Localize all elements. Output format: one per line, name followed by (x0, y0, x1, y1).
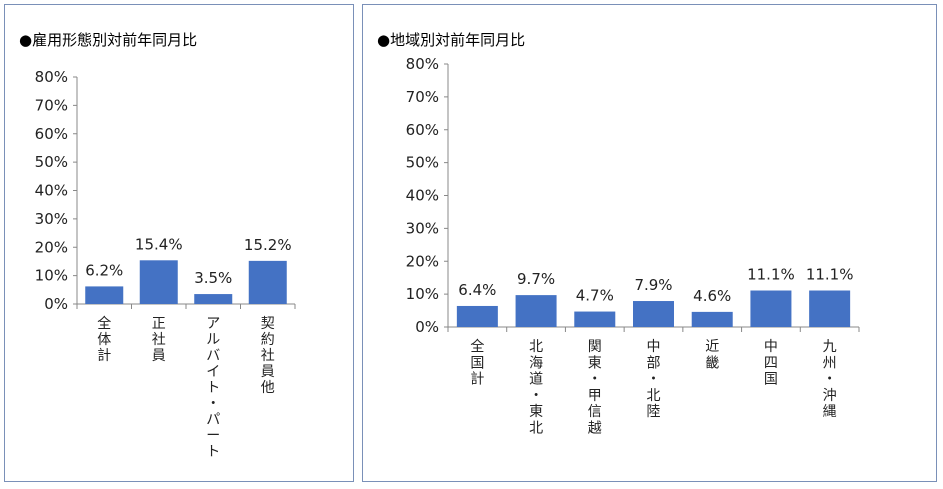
bar (574, 311, 616, 327)
data-label: 3.5% (194, 269, 232, 287)
region-chart-panel: ●地域別対前年同月比 0% 10% 20% 30% 40% 50% 60% 70% 80% 6.4… (362, 4, 937, 482)
y-tick-label: 70% (35, 96, 68, 114)
y-tick-label: 80% (406, 55, 439, 73)
bar (750, 290, 792, 327)
data-label: 11.1% (747, 266, 795, 284)
data-label: 6.4% (458, 281, 496, 299)
category-label: 契約社員他 (261, 316, 275, 396)
y-tick-label: 0% (44, 295, 68, 313)
region-chart: 0% 10% 20% 30% 40% 50% 60% 70% 80% 6.4% 全国計 9.7% 北海道… (406, 55, 860, 437)
y-tick-label: 10% (35, 267, 68, 285)
bar (515, 295, 557, 327)
category-label: 全体計 (97, 315, 111, 364)
category-label: 北海道・東北 (529, 339, 543, 437)
y-tick-label: 60% (35, 125, 68, 143)
y-tick-label: 20% (406, 252, 439, 270)
y-tick-label: 50% (406, 154, 439, 172)
y-tick-label: 0% (415, 318, 439, 336)
bar (85, 286, 124, 304)
y-tick-label: 70% (406, 88, 439, 106)
data-label: 4.7% (576, 287, 614, 305)
bar (139, 260, 178, 304)
bar (248, 260, 287, 304)
category-label: 正社員 (152, 316, 166, 364)
y-tick-label: 60% (406, 121, 439, 139)
region-chart-title: ●地域別対前年同月比 (377, 31, 526, 49)
bar (691, 311, 733, 327)
category-label: 全国計 (470, 338, 484, 388)
category-label: 関東・甲信越 (588, 339, 602, 437)
bar (633, 301, 674, 327)
bar (194, 294, 233, 304)
employment-type-chart-title: ●雇用形態別対前年同月比 (19, 31, 198, 49)
employment-type-chart: 0% 10% 20% 30% 40% 50% 60% 70% 80% 6.2% 全体計 15.4% 正社… (35, 68, 296, 460)
data-label: 4.6% (693, 287, 731, 305)
data-label: 11.1% (806, 266, 854, 284)
data-label: 9.7% (517, 270, 555, 288)
data-label: 7.9% (634, 276, 672, 294)
data-label: 6.2% (85, 261, 123, 279)
y-tick-label: 40% (35, 182, 68, 200)
category-label: 中四国 (764, 339, 778, 388)
employment-type-chart-panel: ●雇用形態別対前年同月比 0% 10% 20% 30% 40% 50% 60% 70% 80% 6… (4, 4, 354, 482)
category-label: 九州・沖縄 (823, 339, 837, 420)
bar (809, 290, 851, 327)
y-tick-label: 20% (35, 238, 68, 256)
y-tick-label: 50% (35, 153, 68, 171)
data-label: 15.4% (135, 235, 183, 253)
y-tick-label: 80% (35, 68, 68, 86)
y-tick-label: 10% (406, 285, 439, 303)
y-tick-label: 40% (406, 187, 439, 205)
y-tick-label: 30% (406, 219, 439, 237)
y-tick-label: 30% (35, 210, 68, 228)
bar (456, 305, 498, 327)
category-label: アルバイト・パート (206, 316, 220, 460)
category-label: 中部・北陸 (647, 339, 661, 420)
data-label: 15.2% (244, 236, 292, 254)
category-label: 近畿 (705, 339, 719, 371)
